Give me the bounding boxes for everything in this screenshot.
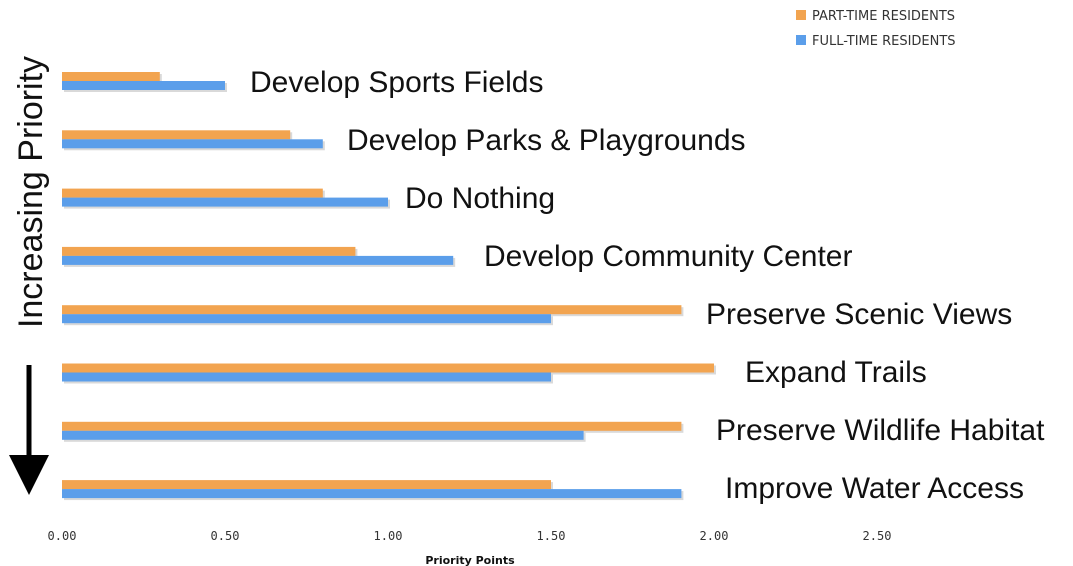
x-tick-label: 1.00	[374, 529, 403, 543]
bar-part-time	[62, 246, 356, 256]
category-label: Develop Community Center	[484, 240, 852, 273]
x-axis-title: Priority Points	[425, 554, 515, 566]
bar-part-time	[62, 363, 714, 373]
bar-full-time	[62, 372, 551, 382]
bar-part-time	[62, 188, 323, 198]
legend-label-part-time: PART-TIME RESIDENTS	[812, 9, 955, 24]
bar-full-time	[62, 255, 454, 265]
bar-full-time	[62, 81, 225, 90]
legend-swatch-part-time	[796, 10, 806, 20]
legend-swatch-full-time	[796, 35, 806, 45]
x-tick-label: 0.00	[48, 529, 77, 543]
bar-full-time	[62, 197, 388, 207]
bar-part-time	[62, 130, 291, 140]
y-axis-title: Increasing Priority	[12, 56, 50, 328]
bar-part-time	[62, 480, 551, 490]
category-labels: Develop Sports Fields Develop Parks & Pla…	[250, 66, 1045, 505]
category-label: Do Nothing	[405, 182, 555, 215]
category-label: Develop Parks & Playgrounds	[347, 124, 746, 157]
category-label: Improve Water Access	[725, 472, 1024, 505]
x-tick-label: 2.00	[700, 529, 729, 543]
category-label: Preserve Wildlife Habitat	[716, 414, 1045, 447]
category-label: Develop Sports Fields	[250, 66, 543, 99]
x-axis-ticks: 0.00 0.50 1.00 1.50 2.00 2.50	[48, 529, 892, 543]
x-tick-label: 2.50	[863, 529, 892, 543]
bar-part-time	[62, 305, 682, 315]
bar-full-time	[62, 430, 584, 440]
legend: PART-TIME RESIDENTS FULL-TIME RESIDENTS	[796, 9, 956, 49]
x-tick-label: 0.50	[211, 529, 240, 543]
category-label: Expand Trails	[745, 356, 927, 389]
bar-full-time	[62, 489, 682, 499]
category-label: Preserve Scenic Views	[706, 298, 1012, 331]
bars-group	[62, 72, 716, 501]
bar-part-time	[62, 421, 682, 431]
bar-part-time	[62, 72, 160, 81]
bar-full-time	[62, 139, 323, 149]
bar-full-time	[62, 314, 551, 324]
legend-label-full-time: FULL-TIME RESIDENTS	[812, 34, 956, 49]
x-tick-label: 1.50	[537, 529, 566, 543]
